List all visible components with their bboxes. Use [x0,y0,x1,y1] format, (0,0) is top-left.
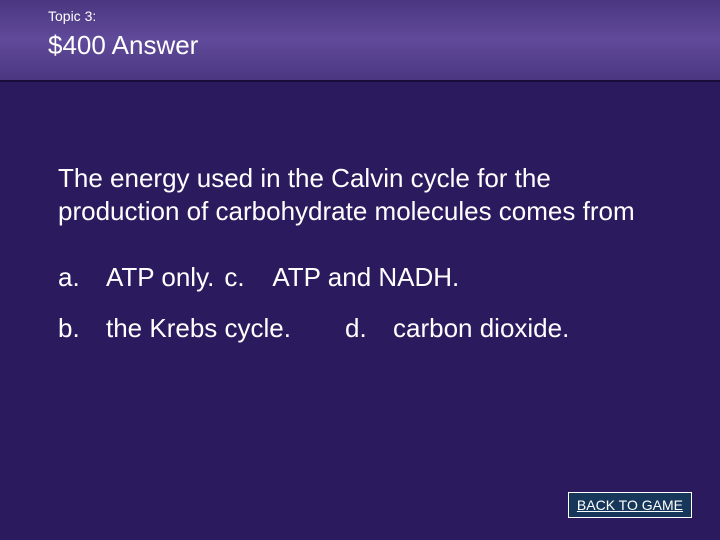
option-b-letter: b. [58,312,106,345]
option-c-letter: c. [224,261,272,294]
price-value: $400 [48,30,106,60]
option-d-letter: d. [345,312,393,345]
option-b-text: the Krebs cycle. [106,312,291,345]
option-c-text: ATP and NADH. [272,261,459,294]
option-row-1: a. ATP only. c. ATP and NADH. [58,261,662,294]
topic-label: Topic 3: [48,8,720,24]
answer-word: Answer [112,30,199,60]
option-d-text: carbon dioxide. [393,312,569,345]
price-answer-line: $400 Answer [48,30,720,61]
option-a-text: ATP only. [106,261,214,294]
content-area: The energy used in the Calvin cycle for … [0,82,720,345]
option-row-2: b. the Krebs cycle. d. carbon dioxide. [58,312,662,345]
option-a-letter: a. [58,261,106,294]
back-to-game-button[interactable]: BACK TO GAME [568,492,692,518]
slide-header: Topic 3: $400 Answer [0,0,720,82]
question-text: The energy used in the Calvin cycle for … [58,162,662,229]
